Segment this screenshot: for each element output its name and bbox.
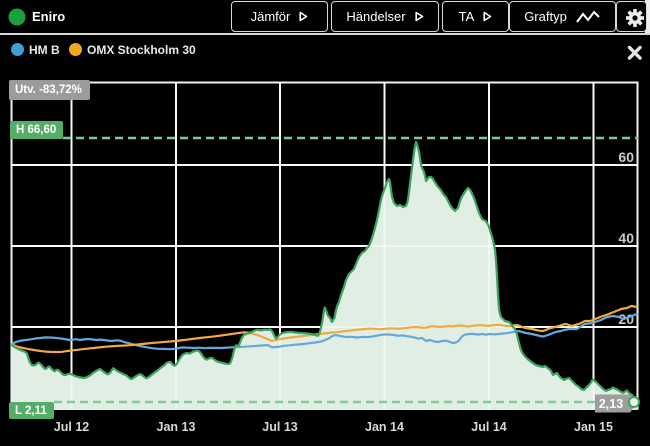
svg-text:Jan 13: Jan 13 <box>157 420 196 434</box>
svg-text:Jul 12: Jul 12 <box>54 420 89 434</box>
svg-text:Jan 14: Jan 14 <box>365 420 404 434</box>
svg-text:Jul 14: Jul 14 <box>471 420 506 434</box>
svg-text:Jul 13: Jul 13 <box>262 420 297 434</box>
svg-text:40: 40 <box>618 230 634 246</box>
svg-text:2,13: 2,13 <box>599 397 623 411</box>
svg-text:60: 60 <box>618 149 634 165</box>
svg-text:Jan 15: Jan 15 <box>574 420 613 434</box>
